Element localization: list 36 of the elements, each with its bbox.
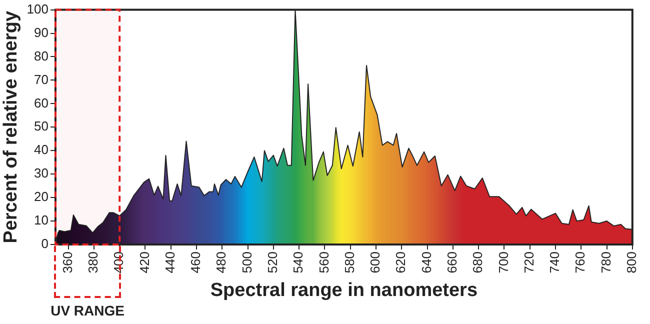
y-tick-label: 30 — [34, 166, 48, 181]
x-tick-label: 540 — [290, 252, 306, 274]
x-tick-label: 380 — [86, 252, 101, 274]
x-tick-label: 640 — [418, 252, 434, 274]
y-tick-label: 80 — [34, 48, 48, 64]
x-tick-label: 700 — [496, 252, 511, 274]
x-tick-label: 800 — [624, 252, 639, 274]
x-tick-label: 740 — [547, 252, 562, 274]
x-tick-label: 580 — [342, 252, 357, 274]
x-tick-label: 480 — [214, 252, 229, 274]
x-tick-label: 520 — [265, 252, 280, 274]
y-tick-label: 60 — [34, 95, 48, 110]
x-tick-label: 620 — [393, 252, 408, 274]
y-axis-title: Percent of relative energy — [0, 10, 22, 244]
y-tick-label: 10 — [34, 212, 48, 228]
x-tick-label: 600 — [368, 252, 383, 274]
y-tick-label: 40 — [34, 142, 48, 158]
y-tick-label: 100 — [26, 1, 48, 16]
x-tick-label: 720 — [521, 252, 536, 274]
x-tick-label: 680 — [470, 252, 486, 274]
x-tick-label: 460 — [188, 252, 204, 274]
x-tick-label: 420 — [136, 252, 152, 274]
y-tick-label: 70 — [34, 72, 48, 87]
y-tick-label: 90 — [34, 24, 48, 40]
x-tick-label: 660 — [444, 252, 460, 274]
x-tick-label: 780 — [598, 252, 614, 274]
x-axis-title: Spectral range in nanometers — [210, 280, 478, 301]
x-tick-label: 760 — [572, 252, 588, 274]
legend-label: UV RANGE — [50, 302, 124, 318]
x-tick-label: 360 — [60, 252, 75, 274]
x-tick-label: 440 — [162, 252, 178, 274]
y-tick-label: 20 — [34, 189, 48, 204]
y-tick-label: 50 — [34, 118, 48, 134]
x-tick-label: 560 — [316, 252, 332, 274]
y-tick-label: 0 — [41, 236, 48, 252]
x-tick-label: 500 — [239, 252, 254, 274]
